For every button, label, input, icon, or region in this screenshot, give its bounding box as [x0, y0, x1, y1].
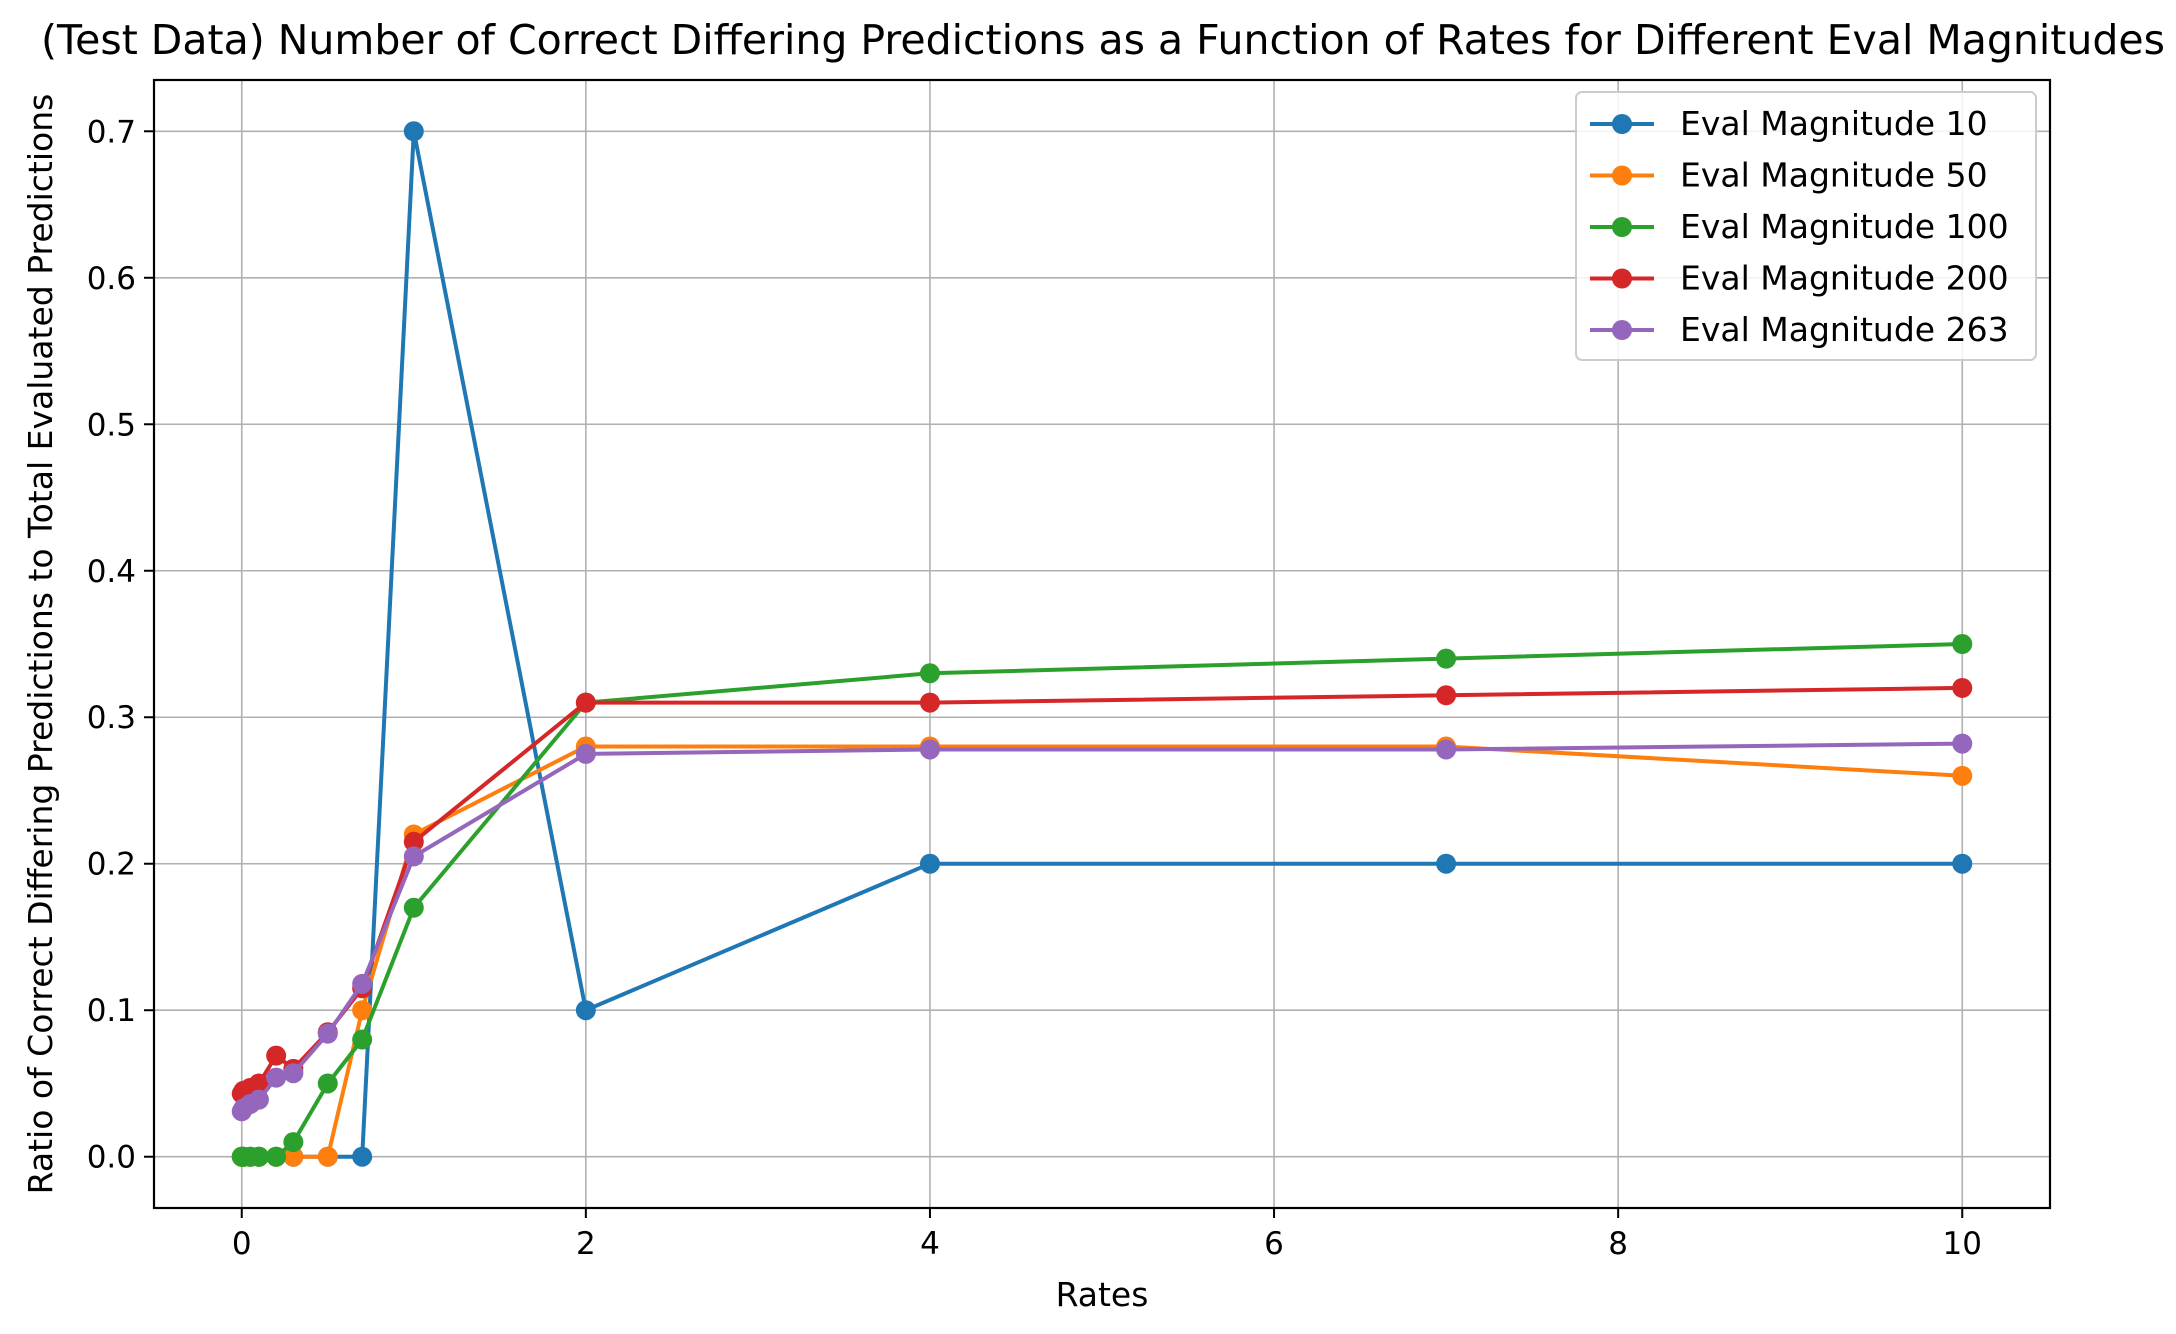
- data-point: [266, 1146, 287, 1167]
- series-2: [231, 736, 1973, 1167]
- y-tick-label: 0.1: [87, 993, 136, 1029]
- chart-title: (Test Data) Number of Correct Differing …: [41, 16, 2165, 64]
- y-tick-label: 0.3: [87, 700, 136, 736]
- data-point: [352, 1029, 373, 1050]
- data-point: [1436, 685, 1457, 706]
- x-tick-label: 10: [1943, 1226, 1982, 1262]
- legend-label: Eval Magnitude 263: [1680, 310, 2009, 349]
- y-tick-label: 0.0: [87, 1140, 136, 1176]
- legend-label: Eval Magnitude 10: [1680, 104, 1988, 143]
- data-point: [266, 1045, 287, 1066]
- series-line: [240, 741, 1963, 1113]
- legend-item: Eval Magnitude 200: [1590, 259, 2009, 298]
- data-point: [575, 1000, 596, 1021]
- series-layer: [231, 121, 1973, 1167]
- data-point: [317, 1073, 338, 1094]
- data-point: [919, 853, 940, 874]
- x-tick-label: 6: [1264, 1226, 1284, 1262]
- data-point: [1952, 765, 1973, 786]
- data-point: [352, 973, 373, 994]
- data-point: [1436, 853, 1457, 874]
- x-tick-label: 2: [576, 1226, 596, 1262]
- data-point: [575, 743, 596, 764]
- x-tick-label: 8: [1608, 1226, 1628, 1262]
- data-point: [1952, 853, 1973, 874]
- data-point: [575, 692, 596, 713]
- y-axis-label: Ratio of Correct Differing Predictions t…: [21, 94, 60, 1195]
- series-3: [231, 634, 1973, 1167]
- data-point: [248, 1073, 269, 1094]
- legend-marker: [1612, 217, 1632, 237]
- data-point: [1952, 634, 1973, 654]
- legend-marker: [1612, 268, 1632, 289]
- data-point: [403, 846, 424, 867]
- data-point: [352, 1000, 373, 1021]
- data-point: [403, 831, 424, 852]
- data-point: [317, 1146, 338, 1167]
- data-point: [403, 897, 424, 918]
- y-tick-label: 0.4: [87, 554, 136, 590]
- data-point: [248, 1146, 269, 1167]
- y-tick-label: 0.2: [87, 847, 136, 883]
- data-point: [919, 692, 940, 713]
- series-4: [231, 677, 1973, 1104]
- data-point: [1952, 733, 1973, 754]
- data-point: [1952, 677, 1973, 698]
- data-point: [352, 1146, 373, 1167]
- data-point: [919, 739, 940, 760]
- legend-item: Eval Magnitude 50: [1590, 156, 1988, 195]
- legend-marker: [1612, 165, 1632, 186]
- legend-item: Eval Magnitude 100: [1590, 207, 2009, 246]
- legend-marker: [1612, 114, 1632, 134]
- y-tick-label: 0.6: [87, 261, 136, 297]
- legend-label: Eval Magnitude 100: [1680, 207, 2009, 246]
- data-point: [283, 1063, 304, 1084]
- series-line: [241, 642, 1963, 1159]
- axis-ticks: 0 2 4 6 8 10 0.0 0.1 0.2 0.3 0.4 0.5 0.6 0.7: [87, 114, 1982, 1262]
- data-point: [403, 121, 424, 142]
- legend-label: Eval Magnitude 200: [1680, 259, 2009, 298]
- data-point: [1436, 648, 1457, 669]
- x-tick-label: 0: [232, 1226, 252, 1262]
- data-point: [317, 1023, 338, 1044]
- data-point: [283, 1132, 304, 1153]
- legend-marker: [1612, 320, 1632, 340]
- y-tick-label: 0.5: [87, 407, 136, 443]
- legend: Eval Magnitude 10 Eval Magnitude 50 Eval M…: [1575, 91, 2037, 361]
- legend-box: [1575, 91, 2037, 361]
- x-axis-label: Rates: [1056, 1275, 1149, 1314]
- plot-frame: [152, 78, 2052, 1210]
- data-point: [1436, 739, 1457, 760]
- y-tick-label: 0.7: [87, 114, 136, 150]
- legend-item: Eval Magnitude 10: [1590, 104, 1988, 143]
- x-tick-label: 4: [920, 1226, 940, 1262]
- series-5: [231, 733, 1973, 1122]
- data-point: [266, 1067, 287, 1088]
- legend-item: Eval Magnitude 263: [1590, 310, 2009, 349]
- legend-label: Eval Magnitude 50: [1680, 156, 1988, 195]
- data-point: [248, 1089, 269, 1110]
- data-point: [283, 1146, 304, 1167]
- data-point: [919, 663, 940, 684]
